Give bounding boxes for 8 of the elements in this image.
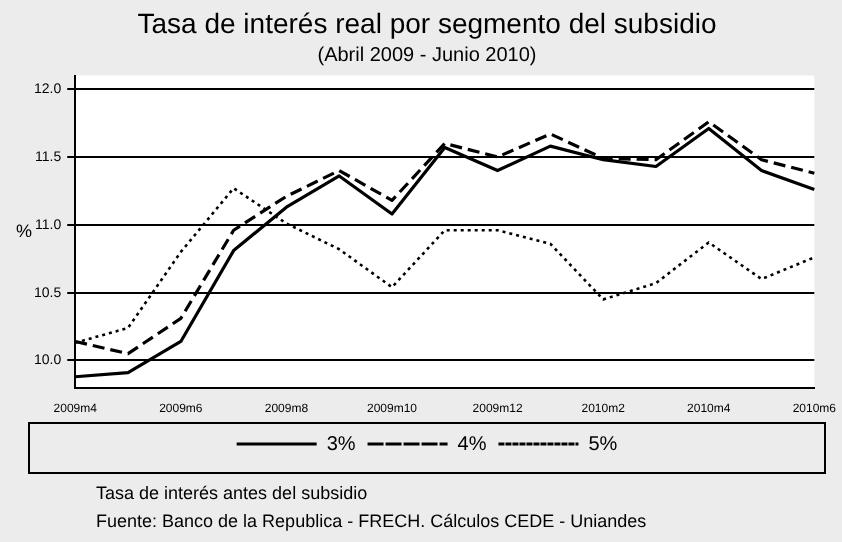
y-axis-title: % [15,220,33,241]
source-note: Fuente: Banco de la Republica - FRECH. Cálculos CEDE - Uniandes [96,510,648,531]
legend-label: 3% [326,433,356,456]
legend-label: 5% [588,433,618,456]
chart-title: Tasa de interés real por segmento del subsidio [137,6,717,39]
text: Tasa de interés antes del subsidio [96,482,368,503]
chart-subtitle: (Abril 2009 - Junio 2010) [317,45,537,68]
legend-label: 4% [457,433,487,456]
